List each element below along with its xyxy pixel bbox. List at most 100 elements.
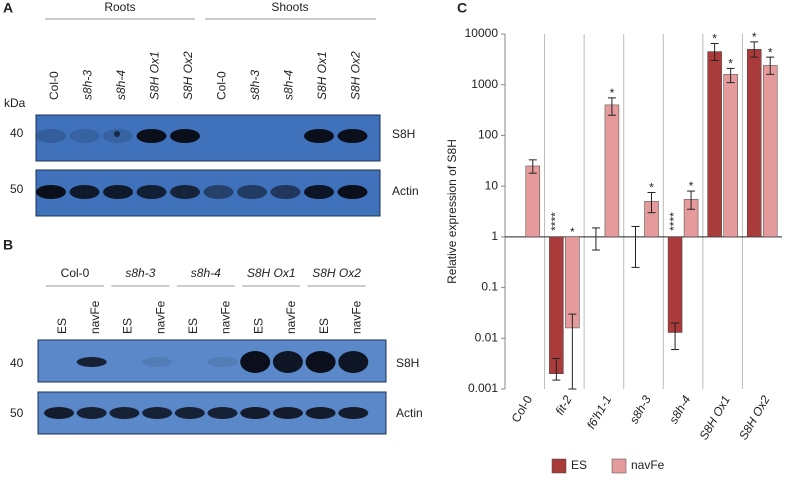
legend-label: navFe bbox=[631, 458, 665, 472]
y-tick-label: 100 bbox=[478, 128, 498, 142]
lane-label: navFe bbox=[219, 300, 233, 334]
marker-label: 50 bbox=[10, 406, 24, 420]
significance: * bbox=[610, 86, 615, 100]
group-label: Roots bbox=[104, 0, 135, 14]
lane-label: s8h-4 bbox=[114, 70, 128, 100]
band bbox=[142, 357, 173, 367]
band bbox=[136, 129, 167, 143]
legend-swatch bbox=[551, 458, 567, 474]
band bbox=[142, 407, 173, 419]
band bbox=[237, 185, 267, 199]
legend-label: ES bbox=[571, 458, 587, 472]
band bbox=[272, 351, 303, 373]
bar bbox=[746, 49, 762, 238]
significance: * bbox=[570, 225, 575, 239]
significance: **** bbox=[667, 212, 681, 231]
lane-label: navFe bbox=[88, 300, 102, 334]
band bbox=[170, 129, 200, 143]
marker-label: 40 bbox=[10, 126, 24, 140]
lane-label: navFe bbox=[349, 300, 363, 334]
band bbox=[44, 407, 74, 419]
band bbox=[207, 407, 238, 419]
band bbox=[170, 185, 200, 199]
band bbox=[69, 129, 100, 143]
bar bbox=[525, 165, 541, 238]
band bbox=[240, 351, 271, 373]
bar bbox=[707, 51, 722, 238]
lane-label: ES bbox=[121, 318, 135, 334]
lane-label: s8h-3 bbox=[248, 70, 262, 100]
group-label: s8h-4 bbox=[191, 266, 221, 280]
band bbox=[36, 185, 66, 199]
significance: * bbox=[689, 179, 694, 193]
band bbox=[240, 407, 271, 419]
blot-label: Actin bbox=[392, 184, 419, 198]
bar bbox=[667, 236, 683, 333]
lane-label: ES bbox=[186, 318, 200, 334]
band bbox=[338, 407, 369, 419]
blot-label: S8H bbox=[396, 356, 419, 370]
lane-label: navFe bbox=[284, 300, 298, 334]
legend-swatch bbox=[611, 458, 627, 474]
lane-label: S8H Ox2 bbox=[181, 51, 195, 100]
lane-label: S8H Ox1 bbox=[315, 51, 329, 100]
band bbox=[109, 407, 140, 419]
bar bbox=[604, 104, 620, 238]
lane-label: S8H Ox1 bbox=[148, 51, 162, 100]
lane-label: ES bbox=[55, 318, 69, 334]
band bbox=[304, 129, 334, 143]
significance: * bbox=[752, 30, 757, 44]
blot-label: Actin bbox=[396, 406, 423, 420]
significance: * bbox=[649, 181, 654, 195]
group-label: Shoots bbox=[271, 0, 308, 14]
band bbox=[337, 129, 368, 143]
lane-label: ES bbox=[317, 318, 331, 334]
significance: * bbox=[768, 45, 773, 59]
y-tick-label: 1000 bbox=[471, 77, 498, 91]
band bbox=[76, 357, 107, 367]
unit-label: kDa bbox=[4, 96, 26, 110]
bar bbox=[549, 236, 564, 374]
lane-label: navFe bbox=[153, 300, 167, 334]
band bbox=[174, 407, 205, 419]
lane-label: s8h-4 bbox=[282, 70, 296, 100]
band bbox=[304, 185, 334, 199]
panel-label: C bbox=[457, 0, 467, 16]
band bbox=[305, 351, 336, 373]
band bbox=[272, 407, 303, 419]
group-label: S8H Ox1 bbox=[247, 266, 296, 280]
lane-label: s8h-3 bbox=[81, 70, 95, 100]
group-label: s8h-3 bbox=[125, 266, 155, 280]
band bbox=[114, 131, 120, 137]
y-axis-label: Relative expression of S8H bbox=[445, 139, 459, 284]
marker-label: 40 bbox=[10, 356, 24, 370]
band bbox=[103, 185, 133, 199]
bar bbox=[723, 74, 738, 238]
band bbox=[207, 357, 238, 367]
group-label: Col-0 bbox=[61, 266, 90, 280]
band bbox=[203, 185, 234, 199]
y-tick-label: 0.001 bbox=[468, 381, 498, 395]
y-tick-label: 0.1 bbox=[481, 280, 498, 294]
lane-label: Col-0 bbox=[47, 71, 61, 100]
significance: **** bbox=[549, 212, 563, 231]
band bbox=[338, 351, 369, 373]
y-tick-label: 10 bbox=[485, 178, 499, 192]
group-label: S8H Ox2 bbox=[312, 266, 361, 280]
y-tick-label: 10000 bbox=[465, 26, 499, 40]
lane-label: ES bbox=[251, 318, 265, 334]
blot-label: S8H bbox=[392, 127, 415, 141]
band bbox=[76, 407, 107, 419]
band bbox=[270, 185, 301, 199]
band bbox=[337, 185, 368, 199]
lane-label: S8H Ox2 bbox=[349, 51, 363, 100]
y-tick-label: 1 bbox=[491, 229, 498, 243]
band bbox=[69, 185, 100, 199]
significance: * bbox=[728, 57, 733, 71]
bar bbox=[762, 65, 778, 238]
lane-label: Col-0 bbox=[215, 71, 229, 100]
band bbox=[305, 407, 336, 419]
panel-label: B bbox=[3, 237, 13, 253]
band bbox=[136, 185, 167, 199]
